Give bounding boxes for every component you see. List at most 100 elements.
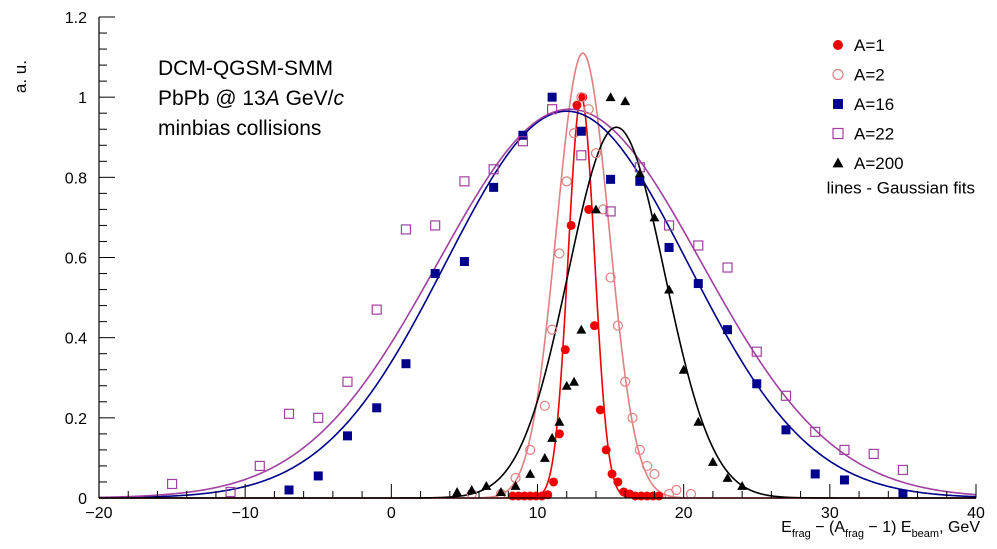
data-point-A200 (693, 416, 704, 426)
data-point-A2 (598, 204, 609, 215)
data-point-A22 (371, 304, 382, 315)
data-point-A16 (606, 174, 616, 184)
data-point-A22 (693, 240, 704, 251)
data-point-A2 (620, 376, 631, 387)
data-point-A16 (313, 471, 323, 481)
data-point-A200 (561, 380, 572, 390)
data-point-A2 (525, 444, 536, 455)
data-point-A22 (166, 478, 178, 490)
data-point-A22 (663, 220, 675, 231)
data-point-A200 (452, 487, 463, 496)
x-tick-label: 20 (675, 505, 693, 522)
y-tick-label: 1 (78, 90, 87, 107)
x-axis-label: Efrag − (Afrag − 1) Ebeam, GeV (781, 519, 980, 540)
data-point-A2 (583, 104, 594, 115)
data-point-A1 (607, 469, 617, 479)
fit-curve-A16 (98, 110, 977, 499)
annotation-line-2: PbPb @ 13A GeV/c (158, 87, 344, 110)
legend-label-A16: A=16 (854, 95, 894, 114)
data-point-A22 (342, 376, 353, 387)
y-tick-label: 0.4 (65, 331, 87, 348)
legend-label-A22: A=22 (854, 125, 894, 144)
data-point-A200 (554, 416, 565, 426)
data-point-A22 (897, 464, 909, 476)
data-point-A16 (898, 489, 908, 499)
data-point-A200 (707, 456, 718, 466)
data-point-A1 (584, 204, 594, 214)
data-point-A1 (566, 220, 576, 230)
data-point-A22 (722, 262, 733, 273)
data-point-A200 (591, 204, 601, 214)
annotation-line-3: minbias collisions (158, 117, 321, 140)
x-tick-label: −10 (232, 505, 259, 522)
legend-marker-A200 (832, 157, 844, 168)
y-tick-label: 0.2 (65, 411, 87, 428)
data-point-A22 (283, 408, 295, 419)
fit-curve-A1 (99, 95, 976, 499)
data-point-A16 (576, 126, 586, 136)
data-point-A1 (654, 491, 664, 501)
data-point-A1 (549, 477, 559, 487)
y-tick-label: 0.6 (65, 251, 87, 268)
data-point-A16 (635, 176, 645, 186)
data-point-A22 (400, 224, 412, 235)
data-point-A2 (547, 324, 558, 335)
fit-curve-A22 (98, 108, 977, 499)
data-point-A16 (810, 469, 820, 479)
data-points (166, 92, 909, 501)
legend-marker-A2 (832, 68, 844, 81)
data-point-A22 (488, 164, 499, 175)
data-point-A200 (722, 473, 733, 482)
data-point-A2 (627, 412, 638, 423)
legend-label-A1: A=1 (854, 36, 885, 55)
data-point-A16 (547, 92, 557, 102)
data-point-A16 (723, 325, 733, 335)
data-point-A200 (664, 284, 674, 294)
legend-marker-A16 (833, 99, 843, 109)
legend-marker-A1 (833, 40, 843, 50)
x-tick-label: 0 (387, 505, 396, 522)
data-point-A22 (751, 346, 762, 357)
data-point-A22 (576, 150, 587, 161)
data-point-A1 (613, 477, 623, 487)
data-point-A1 (601, 445, 611, 455)
legend-label-A200: A=200 (854, 154, 904, 173)
data-point-A200 (481, 481, 492, 490)
data-point-A22 (839, 444, 850, 455)
data-point-A16 (342, 431, 352, 441)
data-point-A22 (517, 136, 528, 147)
legend-marker-A22 (832, 127, 844, 140)
data-point-A16 (781, 425, 791, 435)
data-point-A1 (554, 429, 564, 439)
data-point-A200 (634, 168, 645, 178)
axes: −20 −10 0 10 20 30 40 0 0.2 0.4 0.6 0.8 1 1.2 (65, 10, 985, 522)
y-axis-label: a. u. (11, 60, 30, 93)
data-point-A16 (752, 379, 762, 389)
data-point-A2 (649, 468, 660, 480)
data-point-A16 (401, 359, 411, 369)
data-point-A1 (572, 100, 582, 110)
data-point-A16 (489, 182, 499, 192)
data-point-A200 (466, 485, 477, 494)
data-point-A1 (590, 321, 600, 331)
data-point-A2 (590, 148, 602, 159)
data-point-A22 (605, 206, 616, 217)
annotation: DCM-QGSM-SMM PbPb @ 13A GeV/c minbias co… (158, 57, 344, 140)
data-point-A2 (612, 320, 623, 331)
data-point-A200 (649, 212, 660, 222)
y-tick-label: 0 (78, 491, 87, 508)
x-tick-label: −20 (85, 505, 112, 522)
data-point-A200 (620, 96, 631, 106)
data-point-A200 (737, 481, 748, 490)
data-point-A2 (554, 248, 565, 259)
data-point-A16 (430, 269, 440, 279)
data-point-A200 (547, 432, 558, 442)
data-point-A22 (430, 220, 441, 231)
annotation-line-1: DCM-QGSM-SMM (158, 57, 333, 80)
data-point-A16 (664, 242, 674, 252)
data-point-A200 (678, 364, 689, 374)
data-point-A200 (539, 452, 550, 462)
data-point-A22 (780, 390, 792, 401)
data-point-A1 (560, 345, 570, 355)
